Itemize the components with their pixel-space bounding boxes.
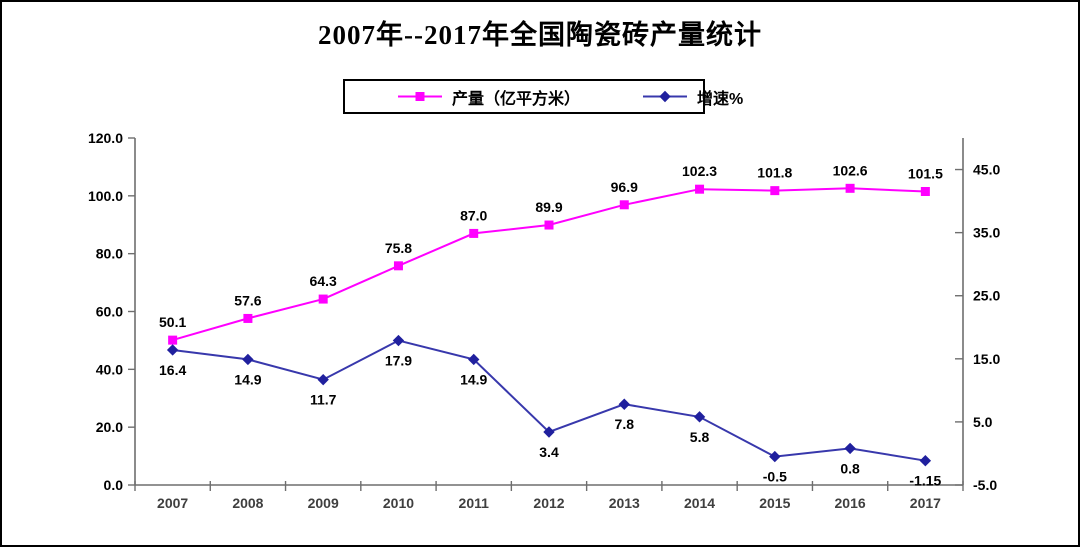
growth-marker (919, 455, 932, 467)
production-data-label: 75.8 (385, 240, 412, 256)
production-data-label: 102.3 (682, 163, 717, 179)
left-y-tick-label: 80.0 (96, 246, 123, 262)
growth-data-label: 7.8 (615, 416, 635, 432)
right-y-tick-label: 5.0 (973, 414, 993, 430)
production-data-label: 87.0 (460, 207, 487, 223)
production-data-label: 102.6 (833, 162, 868, 178)
growth-data-label: 3.4 (539, 444, 559, 460)
x-tick-label: 2010 (383, 495, 414, 511)
growth-data-label: 16.4 (159, 362, 186, 378)
growth-marker (317, 373, 329, 386)
production-legend-marker-icon (398, 92, 442, 101)
legend-square-icon (415, 92, 425, 101)
growth-marker (543, 426, 555, 438)
x-tick-label: 2009 (308, 495, 339, 511)
growth-legend-marker-icon (643, 90, 688, 103)
right-y-tick-label: 35.0 (973, 225, 1000, 241)
growth-data-label: -0.5 (763, 469, 787, 485)
growth-data-label: 11.7 (310, 392, 337, 408)
production-marker (920, 186, 930, 196)
production-marker (770, 186, 780, 196)
right-y-tick-label: 45.0 (973, 162, 1000, 178)
production-marker (168, 335, 178, 345)
production-marker (845, 183, 855, 193)
x-tick-label: 2013 (609, 495, 640, 511)
right-y-tick-label: 25.0 (973, 288, 1000, 304)
growth-data-label: 17.9 (385, 353, 412, 369)
x-tick-label: 2016 (835, 495, 866, 511)
left-y-tick-label: 0.0 (104, 477, 124, 493)
production-marker (619, 200, 629, 210)
x-tick-label: 2007 (157, 495, 188, 511)
growth-data-label: -1.15 (909, 473, 941, 489)
growth-marker (693, 411, 706, 423)
legend-label-growth: 增速% (697, 90, 744, 108)
x-tick-label: 2014 (684, 495, 715, 511)
growth-marker (242, 353, 254, 366)
left-y-tick-label: 100.0 (88, 188, 123, 204)
production-data-label: 96.9 (611, 179, 638, 195)
growth-marker (166, 344, 179, 356)
production-marker (318, 294, 328, 304)
production-data-label: 101.5 (908, 165, 943, 181)
x-tick-label: 2011 (459, 495, 490, 511)
growth-marker (392, 334, 405, 347)
growth-marker (844, 442, 856, 455)
production-data-label: 57.6 (234, 292, 261, 308)
production-series: 50.1 57.6 64.3 75.8 87.0 89.9 96.9 102.3 101.8 10… (159, 162, 943, 345)
production-marker (544, 220, 554, 230)
production-marker (695, 184, 705, 194)
chart-title: 2007年--2017年全国陶瓷砖产量统计 (318, 20, 762, 50)
growth-data-label: 14.9 (460, 371, 487, 387)
x-tick-label: 2017 (910, 495, 941, 511)
production-marker (393, 261, 403, 271)
production-data-label: 101.8 (757, 165, 792, 181)
left-y-tick-label: 60.0 (96, 304, 123, 320)
x-tick-label: 2008 (232, 495, 263, 511)
left-y-tick-label: 40.0 (96, 361, 123, 377)
production-data-label: 89.9 (535, 199, 562, 215)
legend-label-production: 产量（亿平方米） (452, 90, 581, 108)
growth-series: 16.4 14.9 11.7 17.9 14.9 3.4 7.8 5.8 -0.5 0.8 -1.1… (159, 334, 942, 489)
legend-entry-production: 产量（亿平方米） (397, 85, 580, 109)
growth-data-label: 0.8 (840, 460, 860, 476)
production-marker (469, 228, 479, 238)
production-data-label: 64.3 (310, 273, 337, 289)
growth-line (172, 339, 926, 462)
production-data-label: 50.1 (159, 314, 186, 330)
right-y-tick-label: -5.0 (973, 477, 997, 493)
legend: 产量（亿平方米） 增速% (343, 79, 743, 114)
right-y-tick-label: 15.0 (973, 351, 1000, 367)
left-y-tick-label: 120.0 (88, 130, 123, 146)
growth-marker (618, 398, 630, 410)
growth-marker (769, 450, 781, 463)
production-marker (243, 313, 253, 323)
x-tick-label: 2015 (759, 495, 790, 511)
growth-marker (468, 353, 480, 366)
growth-data-label: 14.9 (234, 371, 261, 387)
legend-diamond-icon (659, 90, 671, 103)
legend-entry-growth: 增速% (642, 85, 743, 109)
x-tick-label: 2012 (533, 495, 564, 511)
growth-data-label: 5.8 (690, 429, 710, 445)
left-y-tick-label: 20.0 (96, 419, 123, 435)
